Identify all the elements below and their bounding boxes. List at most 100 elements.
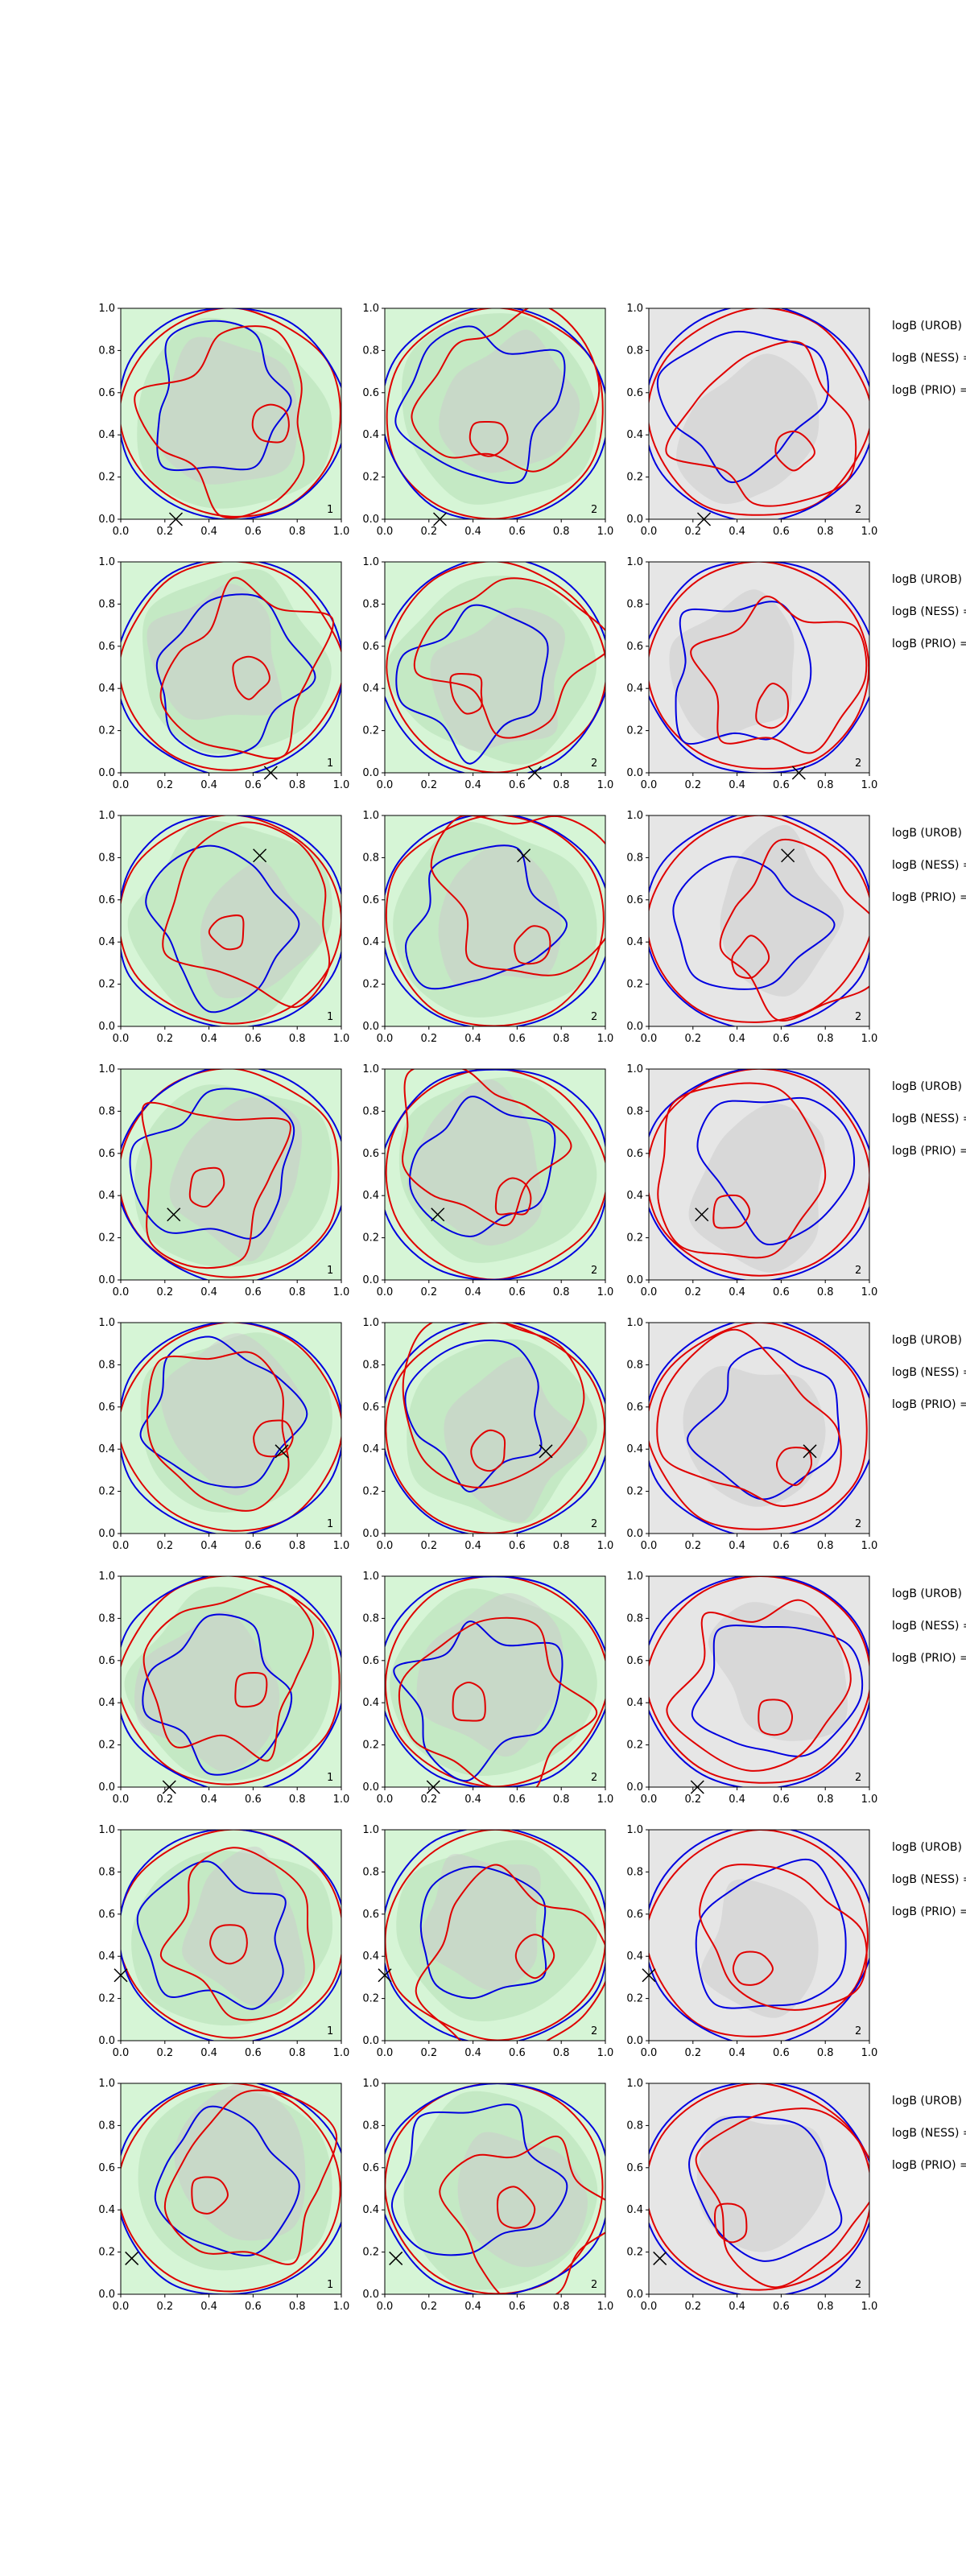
x-tick-label: 0.6 — [509, 2047, 526, 2059]
y-tick-label: 0.2 — [98, 1232, 115, 1245]
red-contour — [141, 1101, 291, 1269]
y-tick-label: 1.0 — [362, 1317, 379, 1329]
y-tick-label: 0.4 — [626, 683, 643, 695]
panel-id-label: 2 — [855, 2025, 861, 2037]
x-tick-label: 0.0 — [641, 1540, 658, 1552]
y-tick-label: 0.4 — [98, 1190, 115, 1202]
blue-contour-outer — [121, 1069, 341, 1280]
y-tick-label: 0.4 — [626, 936, 643, 948]
panel-r1-c1: 1 0.0 0.2 0.4 0.6 0.8 1.0 0.0 0.2 0.4 0.6 0.8 1.0 — [98, 303, 349, 538]
axes-frame — [384, 815, 606, 1027]
x-tick-label: 0.0 — [377, 779, 394, 791]
x-tick-label: 0.8 — [289, 2047, 306, 2059]
x-tick-label: 1.0 — [333, 1286, 350, 1298]
y-tick-label: 0.6 — [362, 641, 379, 653]
red-contour — [656, 1328, 842, 1508]
filled-contour-inner — [439, 329, 580, 473]
blue-contour-outer — [649, 1069, 869, 1280]
marker-x — [653, 2251, 667, 2265]
x-tick-label: 0.4 — [200, 1033, 217, 1045]
row-annotation-label: logB (NESS) = — [892, 1873, 966, 1886]
x-tick-label: 0.6 — [773, 526, 790, 538]
filled-contour-inner — [696, 2116, 827, 2252]
filled-contour-inner — [200, 861, 324, 999]
row-annotation-label: logB (PRIO) = — [892, 1652, 966, 1665]
red-contour — [657, 1082, 827, 1259]
filled-contour-inner — [407, 1079, 543, 1246]
panel-id-label: 2 — [591, 504, 597, 516]
y-tick-label: 0.8 — [98, 1612, 115, 1624]
y-tick-label: 1.0 — [626, 1571, 643, 1583]
red-contour-small — [758, 1699, 794, 1736]
y-tick-label: 0.8 — [98, 1866, 115, 1878]
blue-contour-outer — [649, 1576, 869, 1787]
x-tick-label: 0.0 — [113, 2047, 130, 2059]
red-contour — [402, 1323, 585, 1488]
red-contour-outer — [385, 1830, 605, 2041]
y-tick-label: 0.4 — [98, 429, 115, 441]
y-tick-label: 1.0 — [626, 1063, 643, 1075]
x-tick-label: 0.2 — [420, 1794, 437, 1806]
x-tick-label: 1.0 — [861, 1033, 878, 1045]
red-contour-outer — [649, 2083, 869, 2291]
red-contour-outer — [649, 1576, 869, 1784]
red-contour — [146, 1351, 290, 1512]
y-tick-label: 0.8 — [626, 1612, 643, 1624]
x-tick-label: 0.4 — [464, 779, 481, 791]
red-contour-outer — [649, 1323, 868, 1530]
y-tick-label: 0.2 — [626, 1486, 643, 1498]
y-tick-label: 0.0 — [98, 1021, 115, 1033]
red-contour-outer — [386, 308, 604, 519]
y-tick-label: 0.0 — [362, 1528, 379, 1540]
row-annotation-label: logB (PRIO) = — [892, 2159, 966, 2172]
y-tick-label: 0.8 — [98, 852, 115, 864]
y-tick-label: 0.6 — [98, 1655, 115, 1667]
y-tick-label: 0.8 — [362, 1359, 379, 1371]
blue-contour-outer — [121, 1323, 341, 1534]
axes-frame — [648, 308, 870, 520]
x-tick-label: 0.0 — [377, 526, 394, 538]
row-annotations-r1: logB (UROB) = logB (NESS) = logB (PRIO) = — [892, 320, 966, 397]
y-tick-label: 0.0 — [98, 767, 115, 779]
panel-r1-c3: 2 0.0 0.2 0.4 0.6 0.8 1.0 0.0 0.2 0.4 0.6 0.8 1.0 — [626, 303, 877, 538]
red-contour-small — [713, 2202, 748, 2244]
x-tick-label: 0.6 — [245, 1286, 262, 1298]
y-tick-label: 0.0 — [626, 1021, 643, 1033]
y-tick-label: 1.0 — [98, 810, 115, 822]
filled-contour-inner — [134, 1611, 280, 1772]
red-contour — [719, 839, 869, 1022]
y-tick-label: 0.8 — [362, 345, 379, 357]
x-tick-label: 0.4 — [464, 2301, 481, 2313]
axes-frame — [648, 2083, 870, 2295]
red-contour-outer — [385, 1323, 605, 1534]
filled-contour-inner — [457, 2132, 588, 2268]
y-tick-label: 0.4 — [362, 1443, 379, 1455]
y-tick-label: 0.8 — [362, 1866, 379, 1878]
y-tick-label: 0.6 — [626, 387, 643, 399]
x-tick-label: 0.8 — [553, 1286, 570, 1298]
red-contour-small — [449, 673, 483, 715]
y-tick-label: 0.8 — [626, 852, 643, 864]
y-tick-label: 0.0 — [362, 767, 379, 779]
x-tick-label: 0.2 — [156, 2047, 173, 2059]
x-tick-label: 0.8 — [817, 526, 834, 538]
red-contour-outer — [386, 562, 605, 773]
red-contour-small — [232, 655, 270, 700]
y-tick-label: 1.0 — [98, 1824, 115, 1836]
axes-frame — [120, 1068, 342, 1281]
x-tick-label: 0.4 — [729, 1540, 745, 1552]
x-tick-label: 0.8 — [553, 2301, 570, 2313]
blue-contour-outer — [121, 562, 341, 773]
x-tick-label: 0.6 — [509, 779, 526, 791]
red-contour — [134, 325, 305, 519]
x-tick-label: 0.6 — [509, 1540, 526, 1552]
y-tick-label: 0.2 — [98, 1993, 115, 2005]
marker-x — [539, 1444, 553, 1459]
panel-id-label: 2 — [591, 2025, 597, 2037]
row-annotation-label: logB (NESS) = — [892, 1113, 966, 1125]
filled-contour-inner — [700, 1879, 819, 2018]
x-tick-label: 0.8 — [553, 526, 570, 538]
blue-contour-outer — [121, 1576, 341, 1787]
x-tick-label: 0.4 — [464, 1286, 481, 1298]
y-tick-label: 0.0 — [362, 2289, 379, 2301]
